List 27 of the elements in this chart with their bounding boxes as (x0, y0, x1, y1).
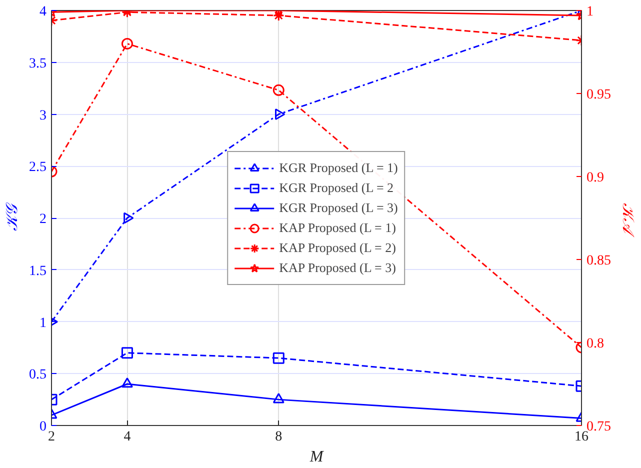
y2-axis-title: 𝒦𝒜 (619, 203, 636, 238)
x-tick-label: 4 (124, 430, 131, 444)
y-axis-title: 𝒦𝒢 (4, 202, 21, 231)
y2-tick-label: 0.85 (586, 254, 611, 268)
legend-label: KAP Proposed (L = 1) (279, 220, 396, 236)
y-tick-label: 1 (40, 316, 46, 331)
y-tick-label: 3 (40, 108, 46, 124)
legend-label: KAP Proposed (L = 3) (279, 260, 396, 276)
legend-label: KGR Proposed (L = 1) (279, 160, 398, 176)
y-tick-label: 0 (40, 420, 46, 434)
y-tick-label: 3.5 (29, 56, 46, 72)
y-tick-label: 1.5 (29, 264, 46, 279)
y2-tick-label: 0.75 (586, 420, 611, 434)
legend-label: KGR Proposed (L = 3) (279, 200, 398, 216)
y2-tick-label: 0.95 (586, 88, 611, 102)
y-tick-label: 2.5 (29, 160, 46, 176)
x-tick-label: 8 (275, 430, 282, 444)
legend-label: KAP Proposed (L = 2) (279, 240, 396, 256)
x-axis-title: M (308, 448, 325, 466)
y-tick-label: 0.5 (29, 368, 46, 383)
y2-tick-label: 0.8 (586, 336, 604, 352)
x-tick-label: 16 (574, 430, 588, 444)
y2-tick-label: 0.9 (586, 170, 604, 186)
y2-tick-label: 1 (586, 4, 594, 20)
y-tick-label: 4 (40, 4, 46, 20)
legend-label: KGR Proposed (L = 2 (279, 180, 394, 196)
y-tick-label: 2 (40, 212, 46, 227)
